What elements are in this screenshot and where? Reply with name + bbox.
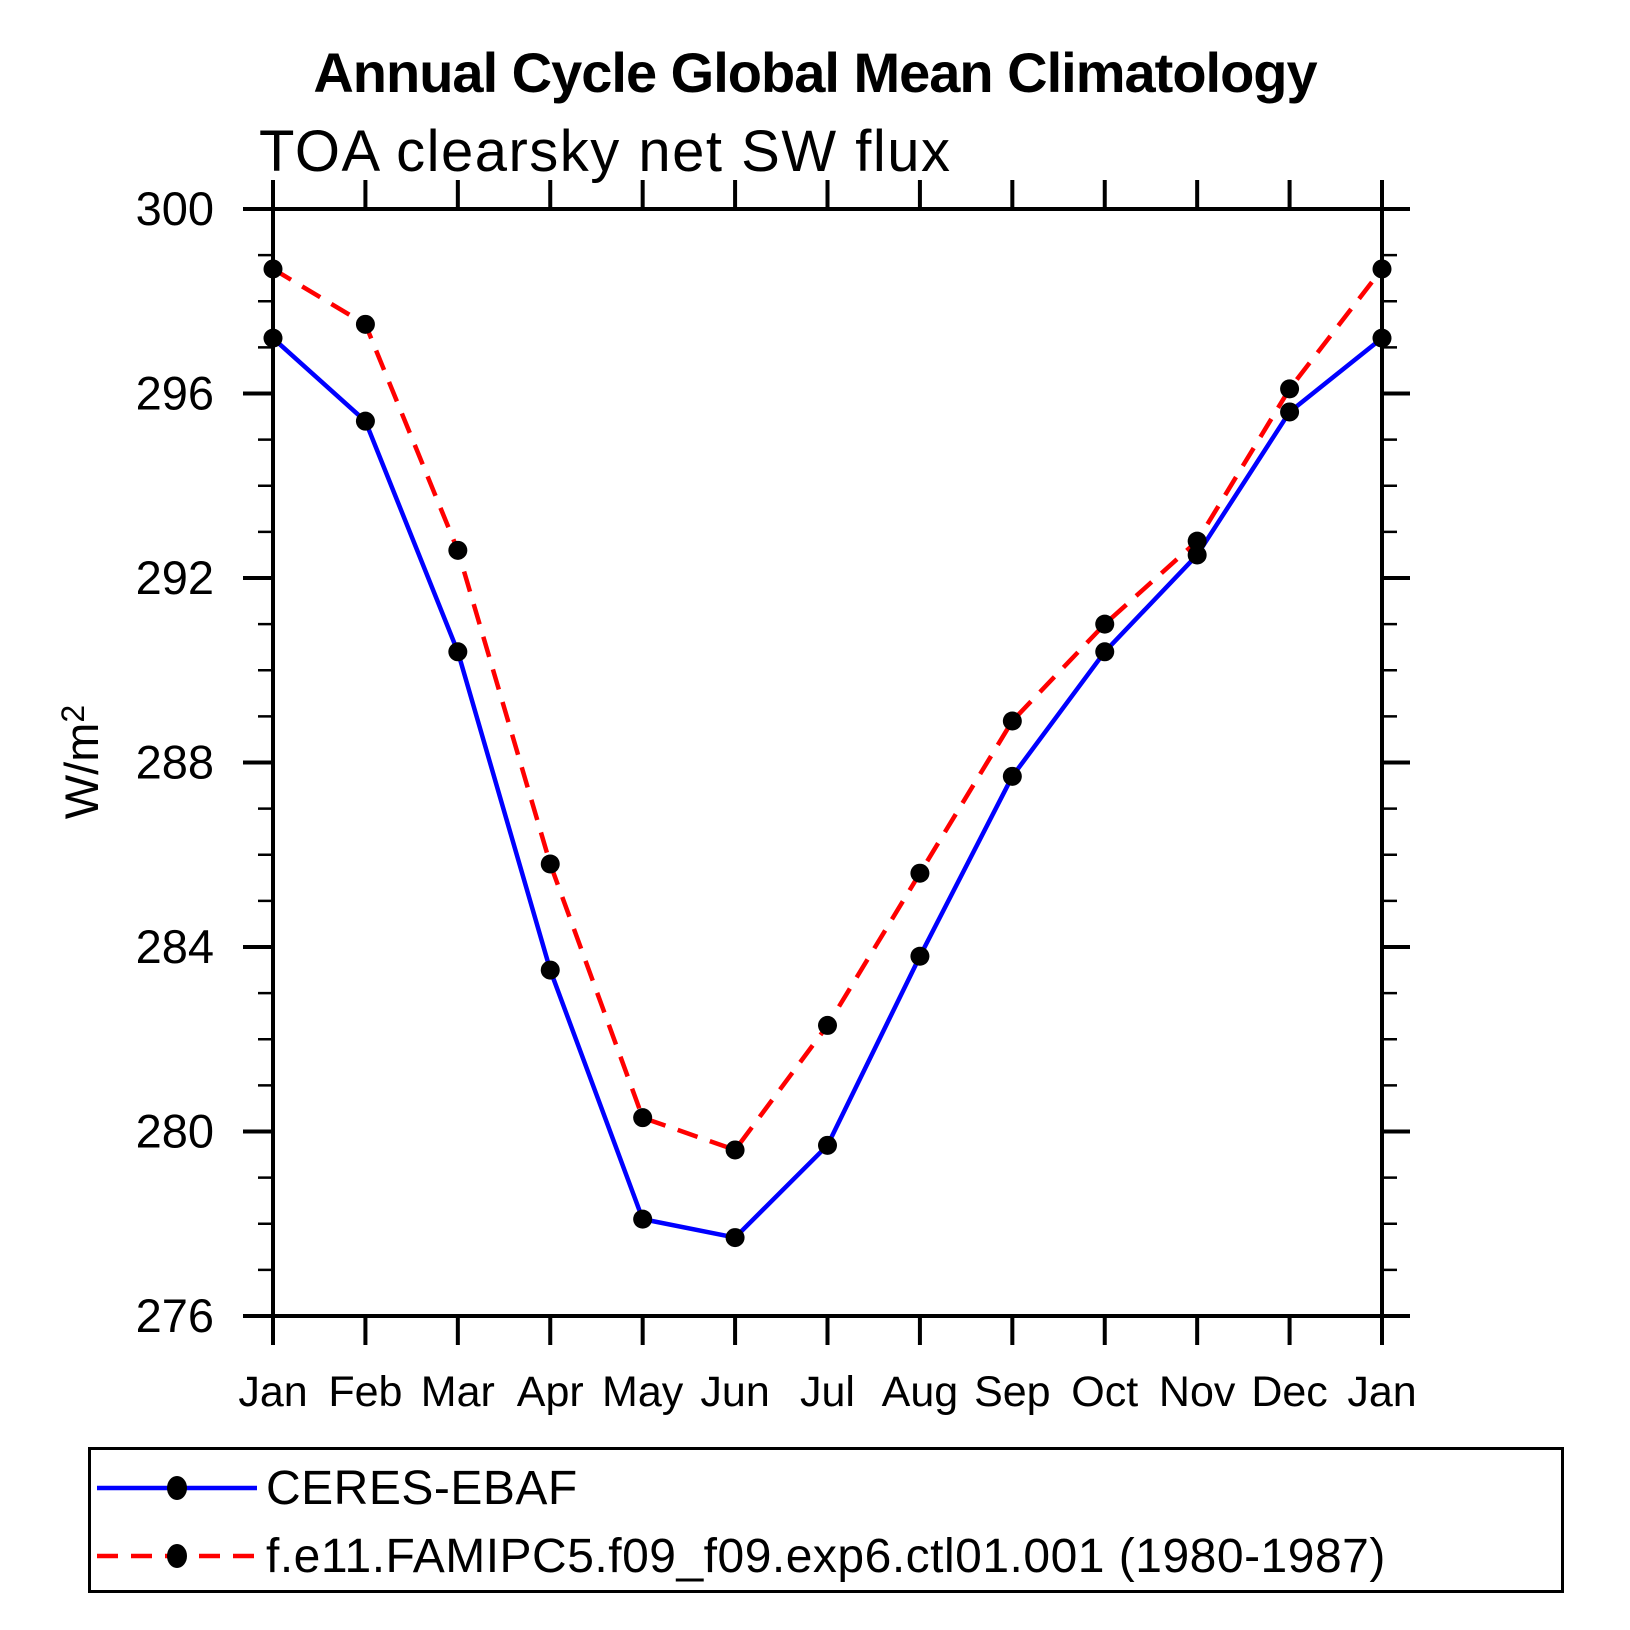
- x-tick-label: Jul: [800, 1368, 855, 1416]
- y-tick-label: 280: [136, 1105, 214, 1158]
- data-point-marker: [263, 259, 283, 279]
- data-point-marker: [1187, 531, 1207, 551]
- x-tick-label: Oct: [1071, 1368, 1138, 1416]
- y-major-ticks: [243, 207, 1410, 1318]
- data-point-marker: [725, 1140, 745, 1160]
- data-point-marker: [355, 314, 375, 334]
- legend-marker-dot: [167, 1476, 187, 1500]
- data-point-marker: [1095, 642, 1115, 662]
- x-tick-labels: Jan Feb Mar Apr May Jun Jul Aug Sep Oct Nov Dec Jan: [238, 1368, 1416, 1416]
- data-point-marker: [1280, 379, 1300, 399]
- legend-sample-blue-solid: [97, 1476, 257, 1500]
- legend-label-model-run: f.e11.FAMIPC5.f09_f09.exp6.ctl01.001 (19…: [266, 1529, 1386, 1583]
- data-point-marker: [263, 328, 283, 348]
- legend-sample-red-dashed: [97, 1544, 257, 1568]
- data-point-marker: [910, 946, 930, 966]
- data-point-marker: [633, 1209, 653, 1229]
- data-point-marker: [910, 863, 930, 883]
- x-tick-label: Feb: [328, 1368, 402, 1416]
- legend-marker-dot: [167, 1544, 187, 1568]
- legend-item-ceres-ebaf: CERES-EBAF: [97, 1462, 578, 1515]
- x-tick-label: Jun: [700, 1368, 769, 1416]
- y-axis-title: W/m2: [55, 705, 108, 819]
- data-point-marker: [1187, 545, 1207, 565]
- x-tick-label: Mar: [421, 1368, 495, 1416]
- data-point-marker: [355, 411, 375, 431]
- data-point-marker: [540, 960, 560, 980]
- data-point-marker: [540, 854, 560, 874]
- x-tick-label: Nov: [1159, 1368, 1236, 1416]
- x-ticks: [271, 180, 1384, 1345]
- data-point-marker: [725, 1228, 745, 1248]
- data-point-marker: [1002, 711, 1022, 731]
- series-markers-0: [263, 328, 1392, 1248]
- y-tick-label: 292: [136, 551, 214, 604]
- x-tick-label: Dec: [1251, 1368, 1327, 1416]
- x-tick-label: Apr: [517, 1368, 584, 1416]
- data-point-marker: [448, 642, 468, 662]
- y-tick-label: 300: [136, 182, 214, 235]
- y-tick-labels: 300 296 292 288 284 280 276: [136, 182, 214, 1342]
- x-tick-label: Sep: [974, 1368, 1051, 1416]
- y-tick-label: 296: [136, 367, 214, 420]
- data-point-marker: [633, 1108, 653, 1128]
- y-minor-ticks: [258, 253, 1397, 1272]
- series-markers-1: [263, 259, 1392, 1160]
- y-tick-label: 276: [136, 1289, 214, 1342]
- y-tick-label: 284: [136, 920, 214, 973]
- data-point-marker: [448, 540, 468, 560]
- x-tick-label: Jan: [238, 1368, 307, 1416]
- data-point-marker: [818, 1135, 837, 1155]
- chart-title: Annual Cycle Global Mean Climatology: [313, 41, 1317, 104]
- data-point-marker: [1280, 402, 1300, 422]
- data-point-marker: [818, 1015, 837, 1035]
- x-tick-label: Aug: [882, 1368, 959, 1416]
- data-point-marker: [1372, 328, 1392, 348]
- y-tick-label: 288: [136, 736, 214, 789]
- data-point-marker: [1372, 259, 1392, 279]
- data-point-marker: [1002, 766, 1022, 786]
- chart-subtitle: TOA clearsky net SW flux: [259, 119, 952, 184]
- series-line-0: [271, 336, 1384, 1240]
- legend: CERES-EBAF f.e11.FAMIPC5.f09_f09.exp6.ct…: [88, 1447, 1564, 1593]
- legend-item-model-run: f.e11.FAMIPC5.f09_f09.exp6.ctl01.001 (19…: [97, 1530, 1386, 1583]
- data-point-marker: [1095, 614, 1115, 634]
- x-tick-label: Jan: [1347, 1368, 1416, 1416]
- x-tick-label: May: [602, 1368, 684, 1416]
- legend-label-ceres-ebaf: CERES-EBAF: [266, 1461, 578, 1515]
